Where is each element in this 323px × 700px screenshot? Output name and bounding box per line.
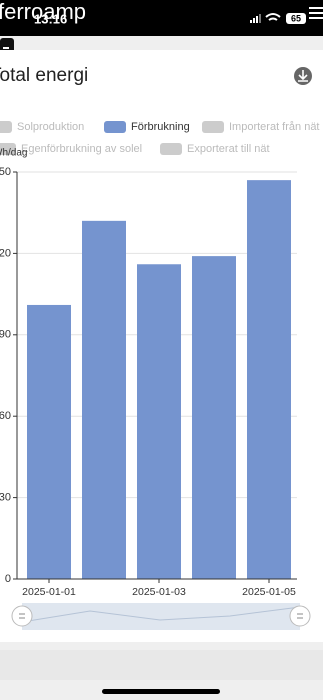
legend-swatch[interactable] xyxy=(0,121,12,133)
bar xyxy=(247,180,291,579)
legend-label[interactable]: Egenförbrukning av solel xyxy=(21,143,142,155)
signal-icon xyxy=(250,14,261,23)
y-tick-label: 30 xyxy=(0,492,11,504)
bar xyxy=(192,256,236,579)
y-axis-label: kWh/dag xyxy=(0,148,27,159)
legend-swatch[interactable] xyxy=(160,143,182,155)
zoom-handle-grip xyxy=(297,613,303,619)
download-button[interactable] xyxy=(294,67,312,85)
chart-title: Total energi xyxy=(0,65,88,86)
x-tick-label: 2025-01-01 xyxy=(22,586,76,598)
zoom-track xyxy=(22,603,300,630)
zoom-preview xyxy=(21,606,301,623)
bar xyxy=(27,304,71,579)
y-tick-label: 0 xyxy=(5,573,11,585)
legend-swatch[interactable] xyxy=(0,143,16,155)
brand-logo: ferroamp xyxy=(0,0,86,24)
y-tick-label: 90 xyxy=(0,329,11,341)
bar xyxy=(137,264,181,579)
bar xyxy=(82,220,126,579)
y-tick-label: 150 xyxy=(0,166,11,178)
zoom-handle[interactable] xyxy=(11,605,33,627)
divider-band xyxy=(0,650,323,680)
y-tick-label: 60 xyxy=(0,410,11,422)
legend-label[interactable]: Solproduktion xyxy=(17,121,84,133)
zoom-handle[interactable] xyxy=(289,605,311,627)
y-tick-label: 120 xyxy=(0,247,11,259)
status-bar xyxy=(0,0,323,36)
legend-swatch[interactable] xyxy=(104,121,126,133)
zoom-handle-grip xyxy=(19,613,25,619)
legend-swatch[interactable] xyxy=(202,121,224,133)
menu-button[interactable] xyxy=(309,7,323,19)
legend-label[interactable]: Förbrukning xyxy=(131,121,190,133)
wifi-icon xyxy=(265,13,281,21)
x-tick-label: 2025-01-03 xyxy=(132,586,186,598)
battery-icon xyxy=(286,13,306,24)
home-indicator xyxy=(102,689,220,694)
legend-label[interactable]: Exporterat till nät xyxy=(187,143,270,155)
x-tick-label: 2025-01-05 xyxy=(242,586,296,598)
legend-label[interactable]: Importerat från nät xyxy=(229,121,320,133)
clock: 13:16 xyxy=(34,11,67,26)
battery-level: 65 xyxy=(291,13,301,23)
